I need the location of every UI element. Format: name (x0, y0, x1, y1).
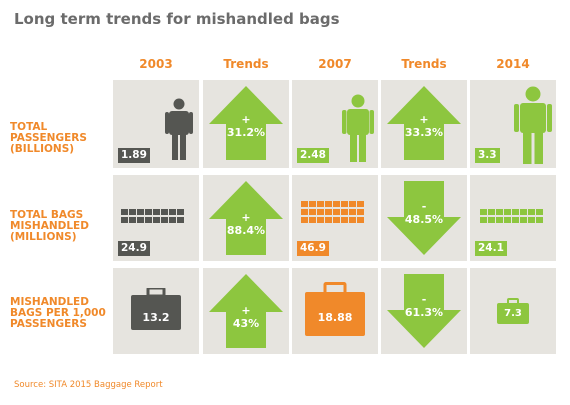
arrow-down-icon (387, 274, 461, 348)
briefcase-value: 13.2 (142, 311, 170, 324)
trend-value: 88.4% (226, 224, 266, 237)
briefcase-value: 7.3 (504, 308, 522, 319)
cell-bags-trend-2: - 48.5% (381, 175, 467, 261)
page-title: Long term trends for mishandled bags (14, 10, 340, 28)
trend-sign: + (241, 113, 251, 126)
cell-per1000-2003: 13.2 (113, 268, 199, 354)
briefcase-icon (305, 282, 365, 336)
trend-value: 33.3% (404, 126, 444, 139)
cell-bags-2014: 24.1 (470, 175, 556, 261)
trend-sign: + (241, 211, 251, 224)
value-badge: 2.48 (297, 148, 329, 163)
person-icon (165, 98, 193, 160)
cell-passengers-2007: 2.48 (292, 80, 378, 168)
person-icon (342, 94, 374, 162)
value-badge: 3.3 (475, 148, 500, 163)
arrow-up-icon (209, 181, 283, 255)
cell-per1000-2014: 7.3 (470, 268, 556, 354)
value-badge: 24.1 (475, 241, 507, 256)
column-header-trends-2: Trends (401, 57, 447, 71)
trend-value: 31.2% (226, 126, 266, 139)
value-badge: 1.89 (118, 148, 150, 163)
arrow-down-icon (387, 181, 461, 255)
value-badge: 46.9 (297, 241, 329, 256)
arrow-up-icon (209, 274, 283, 348)
cell-bags-trend-1: + 88.4% (203, 175, 289, 261)
bag-row-icon (480, 209, 543, 223)
bag-row-icon (301, 201, 364, 223)
cell-bags-2007: 46.9 (292, 175, 378, 261)
column-header-trends-1: Trends (223, 57, 269, 71)
trend-value: 61.3% (404, 306, 444, 319)
cell-per1000-2007: 18.88 (292, 268, 378, 354)
trend-value: 43% (232, 317, 260, 330)
arrow-up-icon (209, 86, 283, 160)
trend-sign: - (421, 293, 427, 306)
cell-passengers-trend-2: + 33.3% (381, 80, 467, 168)
trend-value: 48.5% (404, 213, 444, 226)
briefcase-icon (131, 288, 181, 330)
row-label-passengers: TOTAL PASSENGERS (BILLIONS) (10, 121, 87, 155)
trend-sign: - (421, 200, 427, 213)
trend-sign: + (419, 113, 429, 126)
trend-sign: + (241, 304, 251, 317)
cell-passengers-trend-1: + 31.2% (203, 80, 289, 168)
bag-row-icon (121, 209, 184, 223)
source-note: Source: SITA 2015 Baggage Report (14, 380, 163, 390)
column-header-2014: 2014 (496, 57, 530, 71)
row-label-bags-per-1000: MISHANDLED BAGS PER 1,000 PASSENGERS (10, 296, 106, 330)
row-label-bags-mishandled: TOTAL BAGS MISHANDLED (MILLIONS) (10, 209, 89, 243)
cell-per1000-trend-1: + 43% (203, 268, 289, 354)
cell-per1000-trend-2: - 61.3% (381, 268, 467, 354)
cell-passengers-2003: 1.89 (113, 80, 199, 168)
arrow-up-icon (387, 86, 461, 160)
cell-passengers-2014: 3.3 (470, 80, 556, 168)
value-badge: 24.9 (118, 241, 150, 256)
column-header-2007: 2007 (318, 57, 352, 71)
briefcase-value: 18.88 (317, 311, 353, 324)
cell-bags-2003: 24.9 (113, 175, 199, 261)
person-icon (514, 86, 552, 164)
briefcase-icon (497, 298, 529, 324)
column-header-2003: 2003 (139, 57, 173, 71)
